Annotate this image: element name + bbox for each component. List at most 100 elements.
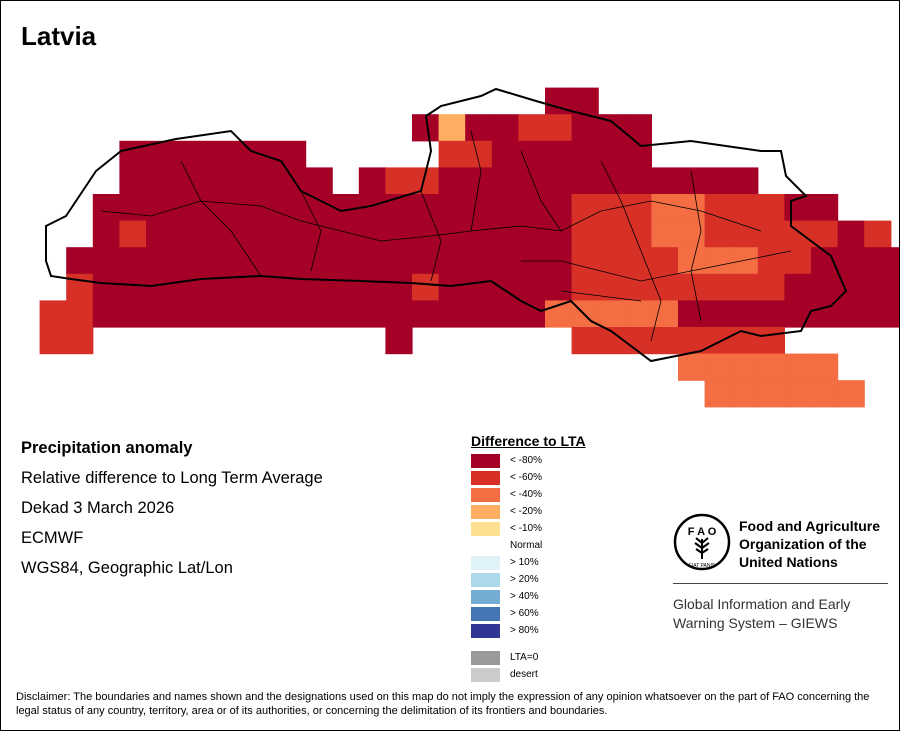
info-heading: Precipitation anomaly (21, 439, 193, 457)
grid-cell (678, 247, 706, 275)
grid-cell (811, 194, 839, 222)
fao-logo-icon: F A O FIAT PANIS (673, 513, 731, 571)
legend-row: LTA=0 (471, 650, 651, 667)
legend-swatch (471, 488, 500, 502)
grid-cell (332, 300, 360, 328)
map-info: Precipitation anomaly Relative differenc… (21, 437, 323, 587)
grid-cell (704, 327, 732, 355)
grid-cell (757, 220, 785, 248)
grid-cell (66, 247, 94, 275)
grid-cell (385, 220, 413, 248)
grid-cell (172, 194, 200, 222)
grid-cell (358, 220, 386, 248)
grid-cell (279, 220, 307, 248)
grid-cell (704, 353, 732, 381)
grid-cell (225, 300, 253, 328)
legend-swatch (471, 471, 500, 485)
grid-cell (491, 194, 519, 222)
grid-cell (252, 247, 280, 275)
grid-cell (864, 300, 892, 328)
grid-cell (704, 273, 732, 301)
logo-letters: F A O (688, 526, 717, 538)
legend-swatch (471, 522, 500, 536)
legend-row: > 80% (471, 623, 651, 640)
fao-name: Food and Agriculture Organization of the… (739, 517, 889, 571)
grid-cell (598, 167, 626, 195)
grid-cell (332, 194, 360, 222)
grid-cell (491, 167, 519, 195)
grid-cell (332, 273, 360, 301)
grid-cell (704, 300, 732, 328)
legend-swatch (471, 454, 500, 468)
map-title: Latvia (21, 21, 97, 51)
grid-cell (571, 220, 599, 248)
grid-cell (890, 247, 899, 275)
grid-cell (252, 300, 280, 328)
info-subtitle: Relative difference to Long Term Average (21, 469, 323, 487)
grid-cell (358, 247, 386, 275)
legend-label: > 60% (510, 608, 539, 619)
grid-cell (252, 140, 280, 168)
grid-cell (837, 273, 865, 301)
grid-cell (784, 220, 812, 248)
grid-cell (119, 167, 147, 195)
grid-cell (438, 300, 466, 328)
grid-cell (731, 380, 759, 408)
grid-cell (678, 273, 706, 301)
legend-title: Difference to LTA (471, 433, 586, 449)
grid-cell (438, 140, 466, 168)
precipitation-map (39, 87, 899, 408)
grid-cell (465, 167, 493, 195)
grid-cell (66, 300, 94, 328)
grid-cell (385, 167, 413, 195)
fao-name-line: Food and Agriculture (739, 518, 881, 534)
legend-swatch (471, 668, 500, 682)
giews-line: Warning System – GIEWS (673, 615, 838, 631)
grid-cell (385, 327, 413, 355)
grid-cell (704, 247, 732, 275)
legend-swatch (471, 624, 500, 638)
grid-cell (678, 167, 706, 195)
grid-cell (704, 380, 732, 408)
grid-cell (92, 220, 120, 248)
grid-cell (598, 220, 626, 248)
legend-label: desert (510, 669, 538, 680)
grid-cell (172, 300, 200, 328)
grid-cell (624, 114, 652, 142)
grid-cell (598, 300, 626, 328)
info-source: ECMWF (21, 529, 84, 547)
grid-cell (757, 327, 785, 355)
grid-cell (811, 353, 839, 381)
grid-cell (119, 247, 147, 275)
grid-cell (811, 273, 839, 301)
grid-cell (146, 167, 174, 195)
grid-cell (864, 220, 892, 248)
grid-cell (252, 167, 280, 195)
legend-label: > 80% (510, 625, 539, 636)
grid-cell (864, 247, 892, 275)
grid-cell (491, 220, 519, 248)
grid-cell (624, 247, 652, 275)
legend-label: > 10% (510, 557, 539, 568)
legend-label: < -10% (510, 523, 542, 534)
grid-cell (545, 140, 573, 168)
grid-cell (358, 273, 386, 301)
grid-cell (146, 194, 174, 222)
grid-cell (545, 273, 573, 301)
grid-cell (757, 380, 785, 408)
grid-cell (837, 380, 865, 408)
grid-cell (890, 300, 899, 328)
grid-cell (811, 300, 839, 328)
grid-cell (465, 300, 493, 328)
grid-cell (305, 300, 333, 328)
grid-cell (624, 220, 652, 248)
grid-cell (571, 273, 599, 301)
grid-cell (518, 300, 546, 328)
grid-cell (465, 220, 493, 248)
grid-cell (518, 220, 546, 248)
grid-cell (624, 194, 652, 222)
grid-cell (279, 247, 307, 275)
grid-cell (837, 300, 865, 328)
grid-cell (146, 273, 174, 301)
legend-swatch (471, 505, 500, 519)
